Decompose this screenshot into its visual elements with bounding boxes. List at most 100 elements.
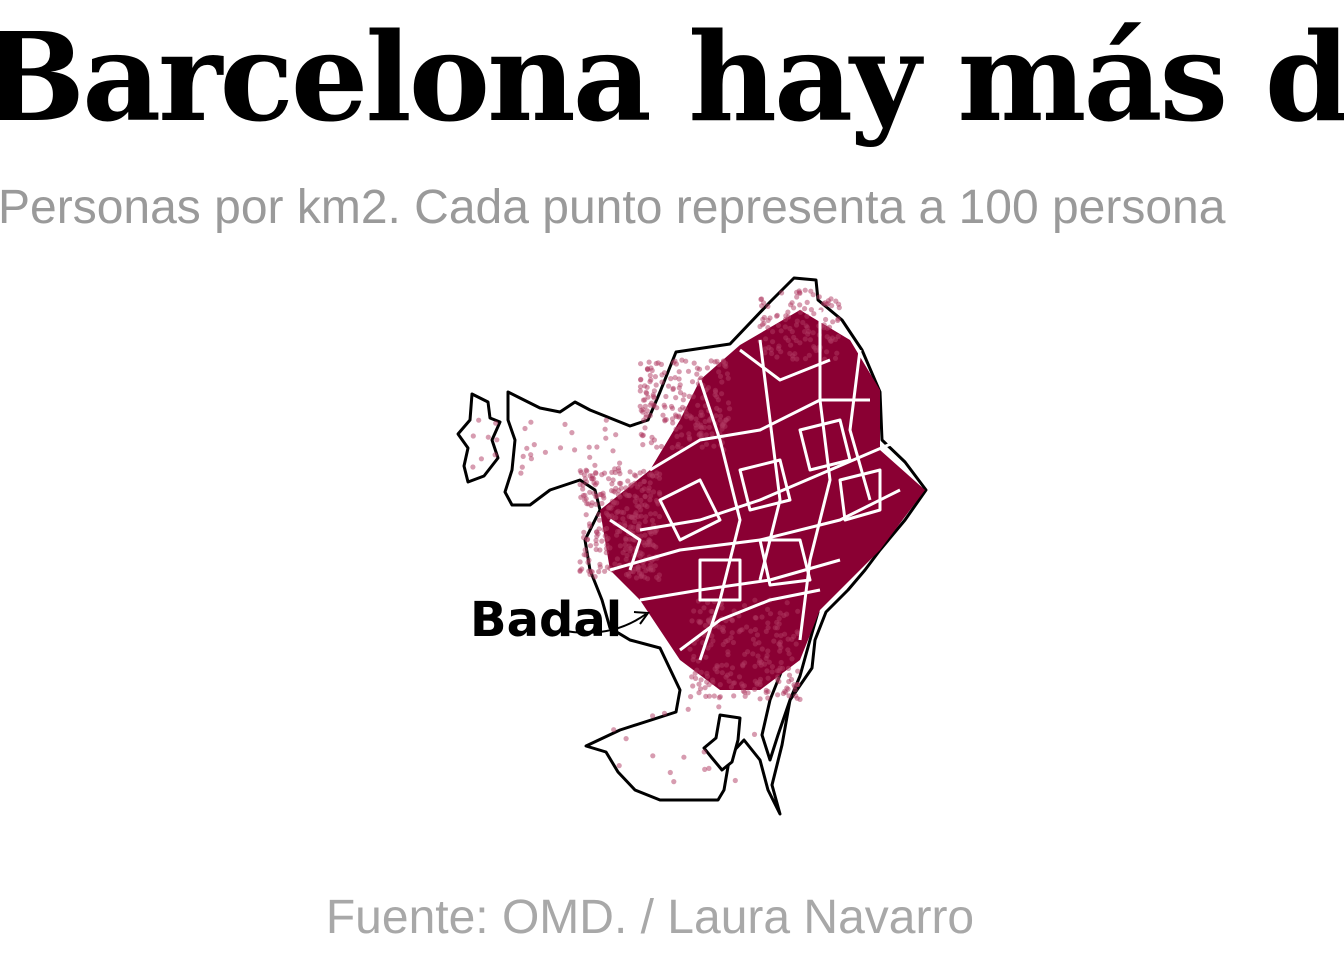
population-dot — [647, 472, 653, 478]
population-dot — [728, 671, 734, 677]
population-dot — [637, 553, 643, 559]
population-dot — [604, 537, 610, 543]
population-dot — [646, 539, 652, 545]
population-dot — [709, 633, 715, 639]
population-dot — [648, 493, 654, 499]
population-dot — [729, 617, 735, 623]
population-dot — [666, 383, 672, 389]
population-dot — [637, 403, 643, 409]
population-dot — [716, 704, 722, 710]
population-dot — [752, 686, 758, 692]
population-dot — [643, 514, 649, 520]
population-dot — [694, 365, 701, 371]
population-dot — [797, 340, 803, 346]
population-dot — [631, 472, 638, 478]
population-dot — [686, 393, 692, 399]
population-dot — [691, 360, 697, 366]
population-dot — [478, 456, 484, 462]
population-dot — [741, 603, 748, 609]
population-dot — [724, 371, 731, 377]
population-dot — [671, 779, 677, 785]
population-dot — [728, 635, 734, 641]
population-dot — [770, 329, 776, 335]
population-dot — [705, 645, 711, 651]
population-dot — [613, 515, 619, 521]
population-dot — [778, 659, 784, 666]
population-dot — [759, 646, 765, 652]
population-dot — [593, 494, 599, 500]
population-dot — [669, 416, 676, 422]
neighbourhood-border — [739, 348, 831, 382]
population-dot — [731, 680, 738, 686]
population-dot — [717, 413, 724, 419]
population-dot — [716, 695, 722, 701]
population-dot — [794, 356, 800, 362]
population-dot — [633, 510, 639, 516]
population-dot — [769, 664, 776, 670]
population-dot — [764, 653, 770, 659]
population-dot — [781, 612, 787, 619]
population-dot — [647, 480, 653, 486]
population-dot — [658, 443, 665, 450]
population-dot — [808, 288, 814, 294]
population-dot — [638, 361, 644, 367]
population-dot — [703, 432, 709, 438]
population-dot — [633, 575, 640, 581]
population-dot — [728, 684, 735, 690]
population-dot — [612, 466, 618, 472]
population-dot — [632, 493, 638, 499]
population-dot — [593, 470, 599, 476]
population-dot — [648, 531, 654, 537]
population-dot — [690, 683, 696, 689]
population-dot — [617, 543, 624, 549]
population-dot — [758, 296, 764, 302]
population-dot — [765, 606, 771, 613]
population-dot — [792, 687, 798, 693]
population-dot — [829, 335, 836, 341]
population-dot — [644, 384, 650, 390]
population-dot — [706, 765, 712, 772]
population-dot — [795, 668, 801, 674]
population-dot — [636, 570, 643, 576]
population-dot — [587, 543, 594, 549]
population-dot — [802, 356, 809, 362]
neighbourhood-border — [658, 478, 722, 542]
population-dot — [531, 442, 537, 448]
population-dot — [659, 372, 665, 378]
population-dot — [594, 444, 600, 450]
population-dot — [757, 676, 764, 682]
population-dot — [603, 550, 609, 556]
population-dot — [729, 630, 735, 636]
population-dot — [685, 706, 691, 712]
population-dot — [695, 402, 701, 408]
population-dot — [821, 325, 827, 331]
population-dot — [765, 317, 771, 323]
population-dot — [832, 355, 839, 361]
population-dot — [569, 430, 575, 436]
population-dot — [698, 669, 704, 675]
population-dot — [696, 681, 702, 687]
population-dot — [828, 296, 834, 302]
population-dot — [649, 367, 655, 374]
population-dot — [672, 375, 678, 381]
population-dot — [758, 662, 764, 668]
population-dot — [794, 318, 800, 324]
population-dot — [638, 502, 645, 508]
population-dot — [562, 421, 568, 427]
population-dot — [762, 350, 768, 356]
population-dot — [648, 377, 654, 383]
population-dot — [577, 481, 583, 488]
population-dot — [638, 497, 644, 503]
population-dot — [650, 713, 656, 719]
population-dot — [632, 518, 638, 525]
population-dot — [596, 526, 602, 532]
population-dot — [578, 469, 584, 476]
population-dot — [791, 633, 797, 640]
population-dot — [593, 541, 599, 547]
population-dot — [647, 372, 653, 378]
population-dot — [695, 420, 701, 426]
population-dot — [622, 542, 628, 548]
population-dot — [701, 749, 707, 755]
population-dot — [791, 305, 797, 311]
population-dot — [675, 441, 681, 447]
